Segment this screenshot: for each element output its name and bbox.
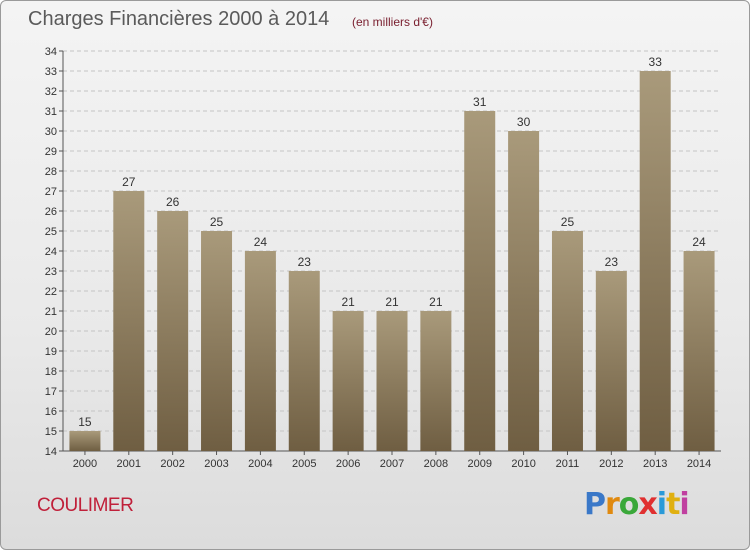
y-tick-label: 22	[45, 286, 57, 298]
x-tick-label: 2007	[380, 458, 404, 470]
y-tick-label: 28	[45, 166, 57, 178]
chart-title: Charges Financières 2000 à 2014	[28, 8, 330, 30]
x-tick-label: 2003	[204, 458, 228, 470]
y-tick-label: 23	[45, 266, 57, 278]
x-tick-label: 2012	[599, 458, 623, 470]
y-tick-label: 25	[45, 226, 57, 238]
bar	[244, 251, 276, 451]
x-tick-label: 2009	[467, 458, 491, 470]
bar	[464, 111, 496, 451]
bar	[113, 191, 145, 451]
y-tick-label: 15	[45, 426, 57, 438]
y-tick-label: 26	[45, 206, 57, 218]
bar	[201, 231, 233, 451]
bar	[332, 311, 364, 451]
y-tick-label: 19	[45, 346, 57, 358]
bar	[595, 271, 627, 451]
bar-value-label: 27	[122, 175, 136, 189]
bar-value-label: 30	[517, 115, 531, 129]
bar-value-label: 23	[605, 255, 619, 269]
y-tick-label: 14	[45, 446, 57, 458]
bar	[683, 251, 715, 451]
y-tick-label: 27	[45, 186, 57, 198]
commune-name: COULIMER	[37, 495, 134, 516]
y-tick-label: 24	[45, 246, 57, 258]
x-tick-label: 2006	[336, 458, 360, 470]
bar-value-label: 25	[210, 215, 224, 229]
y-tick-label: 33	[45, 66, 57, 78]
bar	[288, 271, 320, 451]
x-tick-label: 2008	[424, 458, 448, 470]
y-tick-label: 30	[45, 126, 57, 138]
x-tick-label: 2005	[292, 458, 316, 470]
bar-value-label: 24	[692, 235, 706, 249]
bar	[157, 211, 189, 451]
y-tick-label: 17	[45, 386, 57, 398]
y-tick-label: 31	[45, 106, 57, 118]
y-tick-label: 34	[45, 46, 57, 58]
y-tick-label: 18	[45, 366, 57, 378]
chart-subtitle: (en milliers d'€)	[352, 15, 433, 29]
bar	[551, 231, 583, 451]
bar	[376, 311, 408, 451]
x-tick-label: 2010	[511, 458, 535, 470]
y-tick-label: 16	[45, 406, 57, 418]
y-tick-label: 20	[45, 326, 57, 338]
y-tick-label: 29	[45, 146, 57, 158]
bar-value-label: 21	[385, 295, 399, 309]
bar-value-label: 31	[473, 95, 487, 109]
bar-value-label: 24	[254, 235, 268, 249]
bar-value-label: 26	[166, 195, 180, 209]
x-tick-label: 2014	[687, 458, 711, 470]
bar	[639, 71, 671, 451]
x-tick-label: 2001	[117, 458, 141, 470]
bar-value-label: 23	[298, 255, 312, 269]
y-tick-label: 32	[45, 86, 57, 98]
bar-value-label: 21	[341, 295, 355, 309]
x-tick-label: 2013	[643, 458, 667, 470]
bar	[420, 311, 452, 451]
bar-value-label: 15	[78, 415, 92, 429]
labels: 15 27 26 25 24 23 21 21 21 31 30 25 23 33 24	[78, 55, 706, 429]
x-tick-label: 2011	[556, 458, 580, 470]
bar	[69, 431, 101, 451]
bar-value-label: 33	[649, 55, 663, 69]
x-tick-label: 2000	[73, 458, 97, 470]
bars	[69, 71, 715, 451]
y-tick-label: 21	[45, 306, 57, 318]
bar-value-label: 21	[429, 295, 443, 309]
bar	[508, 131, 540, 451]
x-tick-label: 2002	[160, 458, 184, 470]
bar-value-label: 25	[561, 215, 575, 229]
x-tick-label: 2004	[248, 458, 272, 470]
proxiti-logo[interactable]: Proxiti	[584, 487, 690, 522]
